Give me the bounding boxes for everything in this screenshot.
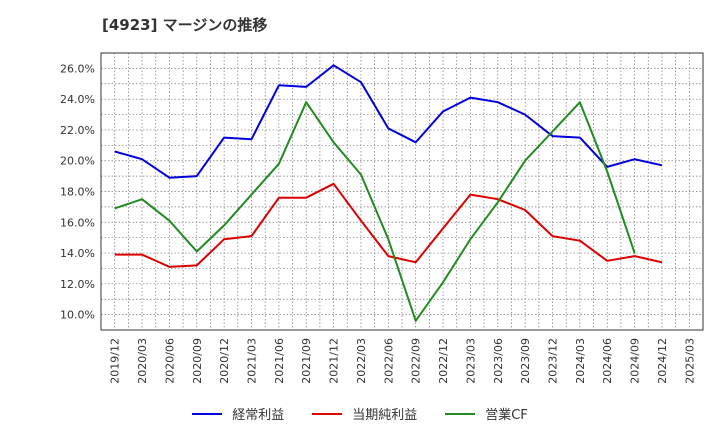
y-axis-ticks: 10.0% 12.0% 14.0% 16.0% 18.0% 20.0% 22.0% 24.0%… bbox=[60, 62, 95, 321]
legend-label-operating-cf: 営業CF bbox=[485, 408, 528, 423]
legend: 経常利益 当期純利益 営業CF bbox=[0, 404, 720, 423]
x-tick-label: 2022/03 bbox=[355, 338, 368, 384]
x-tick-label: 2022/09 bbox=[410, 338, 423, 384]
y-tick-label: 20.0% bbox=[60, 155, 95, 168]
legend-item-ordinary-profit: 経常利益 bbox=[192, 404, 284, 423]
plot-area bbox=[100, 52, 704, 331]
x-tick-label: 2024/03 bbox=[574, 338, 587, 384]
legend-label-ordinary-profit: 経常利益 bbox=[232, 408, 285, 423]
series-line-2 bbox=[114, 101, 636, 322]
x-tick-label: 2024/09 bbox=[629, 338, 642, 384]
legend-item-operating-cf: 営業CF bbox=[445, 404, 528, 423]
legend-swatch-operating-cf bbox=[445, 412, 476, 415]
x-axis-ticks: 2019/12 2020/03 2020/06 2020/09 2020/12 2021/… bbox=[109, 338, 697, 384]
x-tick-label: 2020/12 bbox=[218, 338, 231, 384]
grid bbox=[100, 52, 704, 331]
x-tick-label: 2022/12 bbox=[437, 338, 450, 384]
margin-line-chart: 10.0% 12.0% 14.0% 16.0% 18.0% 20.0% 22.0% 24.0%… bbox=[60, 52, 704, 384]
legend-label-net-income: 当期純利益 bbox=[352, 408, 418, 423]
x-tick-label: 2021/06 bbox=[273, 338, 286, 384]
series-line-1 bbox=[114, 182, 663, 268]
x-tick-label: 2020/06 bbox=[163, 338, 176, 384]
x-tick-label: 2023/06 bbox=[492, 338, 505, 384]
x-tick-label: 2021/09 bbox=[300, 338, 313, 384]
x-tick-label: 2020/09 bbox=[191, 338, 204, 384]
x-tick-label: 2021/03 bbox=[246, 338, 259, 384]
legend-swatch-ordinary-profit bbox=[192, 412, 223, 415]
x-tick-label: 2025/03 bbox=[683, 338, 696, 384]
y-tick-label: 24.0% bbox=[60, 93, 95, 106]
series-lines bbox=[114, 64, 663, 322]
x-tick-label: 2023/03 bbox=[464, 338, 477, 384]
legend-swatch-net-income bbox=[312, 412, 343, 415]
x-tick-label: 2024/12 bbox=[656, 338, 669, 384]
x-tick-label: 2020/03 bbox=[136, 338, 149, 384]
legend-item-net-income: 当期純利益 bbox=[312, 404, 417, 423]
y-tick-label: 14.0% bbox=[60, 247, 95, 260]
y-tick-label: 16.0% bbox=[60, 216, 95, 229]
y-tick-label: 22.0% bbox=[60, 124, 95, 137]
x-tick-label: 2021/12 bbox=[328, 338, 341, 384]
series-line-0 bbox=[114, 64, 663, 179]
x-tick-label: 2023/12 bbox=[547, 338, 560, 384]
y-tick-label: 10.0% bbox=[60, 309, 95, 322]
chart-title: [4923] マージンの推移 bbox=[102, 16, 268, 34]
x-tick-label: 2024/06 bbox=[601, 338, 614, 384]
x-tick-label: 2022/06 bbox=[382, 338, 395, 384]
x-tick-label: 2023/09 bbox=[519, 338, 532, 384]
x-tick-label: 2019/12 bbox=[109, 338, 122, 384]
y-tick-label: 18.0% bbox=[60, 186, 95, 199]
y-tick-label: 12.0% bbox=[60, 278, 95, 291]
y-tick-label: 26.0% bbox=[60, 62, 95, 75]
